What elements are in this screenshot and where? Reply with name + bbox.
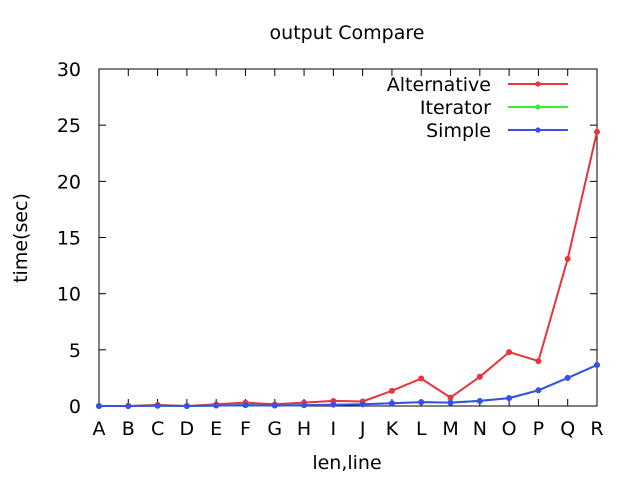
data-point-alternative [535,358,542,365]
legend-label-simple: Simple [426,120,491,142]
data-point-simple [271,402,278,409]
x-tick-label: E [210,418,222,440]
x-tick-label: P [533,418,544,440]
y-tick-label: 15 [57,228,81,250]
legend-marker-alternative [535,81,541,87]
legend-label-alternative: Alternative [387,74,491,96]
x-tick-label: B [122,418,135,440]
data-point-simple [388,400,395,407]
x-tick-label: I [331,418,337,440]
x-tick-label: R [590,418,603,440]
data-point-simple [418,399,425,406]
x-tick-label: J [359,418,366,440]
data-point-simple [96,402,103,409]
y-tick-label: 0 [69,396,81,418]
series-line-alternative [99,131,598,407]
data-point-simple [330,401,337,408]
y-tick-label: 30 [57,59,81,81]
data-point-simple [564,374,571,381]
data-point-alternative [418,375,425,382]
legend-label-iterator: Iterator [420,97,491,119]
x-tick-label: D [180,418,195,440]
x-tick-label: H [297,418,311,440]
data-point-simple [242,402,249,409]
chart-title: output Compare [270,22,425,44]
data-point-simple [301,402,308,409]
x-tick-label: N [473,418,487,440]
y-axis-label: time(sec) [10,193,32,283]
x-tick-label: C [151,418,164,440]
data-point-simple [183,402,190,409]
data-point-simple [476,397,483,404]
data-point-alternative [564,255,571,262]
y-tick-label: 5 [69,340,81,362]
x-tick-label: Q [560,418,575,440]
x-tick-label: O [502,418,517,440]
data-point-simple [447,399,454,406]
y-tick-label: 25 [57,115,81,137]
plot-area: 0 5 10 15 20 25 30 A B C D E F G H I J K L M N O P Q R [57,59,604,440]
data-point-alternative [447,394,454,401]
series-line-iterator [99,364,598,407]
x-tick-label: F [240,418,251,440]
data-point-simple [213,402,220,409]
data-point-simple [594,361,601,368]
data-point-simple [359,401,366,408]
series-line-simple [99,364,598,407]
x-axis-label: len,line [312,452,381,474]
y-tick-label: 10 [57,284,81,306]
x-tick-label: A [93,418,106,440]
data-point-simple [154,402,161,409]
data-point-simple [506,395,513,402]
x-tick-label: G [267,418,282,440]
data-point-simple [535,387,542,394]
data-point-alternative [594,128,601,135]
data-point-alternative [506,349,513,356]
legend-marker-iterator [535,104,541,110]
data-point-alternative [388,387,395,394]
x-tick-label: M [442,418,458,440]
x-tick-label: L [416,418,427,440]
data-point-alternative [476,373,483,380]
x-tick-label: K [386,418,399,440]
data-point-simple [125,402,132,409]
y-tick-label: 20 [57,171,81,193]
legend-marker-simple [535,127,541,133]
